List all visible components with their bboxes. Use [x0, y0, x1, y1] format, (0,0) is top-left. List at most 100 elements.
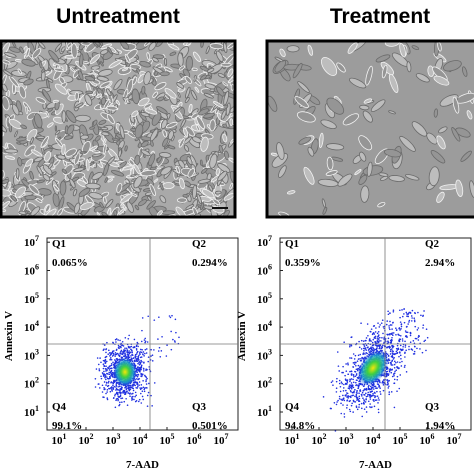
density-dot — [370, 350, 373, 353]
density-dot — [142, 351, 145, 353]
cell — [85, 90, 94, 95]
density-dot — [393, 353, 396, 355]
density-dot — [347, 373, 350, 376]
cell — [159, 71, 170, 77]
density-dot — [375, 348, 378, 351]
density-dot — [98, 369, 101, 372]
density-dot — [372, 386, 374, 389]
density-dot — [94, 377, 97, 380]
density-dot — [110, 381, 112, 384]
density-dot — [140, 367, 142, 370]
cell — [2, 179, 10, 185]
density-dot — [341, 382, 343, 385]
cell — [14, 130, 19, 138]
cell — [220, 109, 227, 120]
density-dot — [359, 390, 362, 392]
density-dot — [115, 389, 117, 391]
cell — [347, 42, 358, 54]
density-dot — [401, 338, 404, 340]
density-dot — [393, 360, 396, 363]
density-dot — [110, 362, 113, 365]
cell — [121, 67, 128, 72]
cell — [354, 169, 362, 176]
density-dot — [354, 395, 356, 398]
density-dot — [135, 378, 138, 380]
x-tick-label-exp: 6 — [198, 432, 202, 441]
density-dot — [363, 349, 365, 352]
cell — [188, 103, 193, 114]
density-dot — [115, 399, 117, 402]
density-dot — [161, 335, 163, 338]
cell — [2, 83, 8, 93]
cell — [106, 88, 112, 97]
density-dot — [355, 393, 358, 396]
density-dot — [115, 386, 117, 388]
density-dot — [141, 390, 144, 393]
density-dot — [345, 394, 348, 396]
density-dot — [106, 376, 108, 378]
cell — [326, 143, 345, 151]
density-dot — [389, 368, 391, 370]
density-dot — [114, 394, 116, 397]
density-dot — [392, 352, 394, 355]
cell — [18, 85, 27, 99]
density-dot — [390, 340, 393, 343]
x-tick-label-base: 10 — [285, 435, 297, 447]
density-dot — [372, 392, 374, 395]
density-dot — [401, 360, 403, 363]
cell — [363, 98, 373, 104]
density-dot — [140, 340, 143, 343]
cell — [119, 125, 125, 139]
density-dot — [110, 367, 113, 370]
density-dot — [406, 335, 408, 338]
density-dot — [131, 350, 133, 352]
y-tick-label: 107 — [24, 234, 39, 249]
cell — [92, 119, 98, 126]
density-dot — [138, 366, 141, 369]
density-dot — [359, 359, 362, 362]
density-dot — [366, 395, 369, 397]
density-dot — [393, 378, 396, 381]
density-dot — [391, 359, 394, 362]
density-dot — [103, 364, 105, 367]
density-dot — [117, 393, 119, 396]
density-dot — [392, 322, 394, 324]
density-dot — [361, 356, 363, 359]
density-dot — [110, 386, 112, 389]
cell — [124, 145, 128, 152]
cell — [60, 46, 66, 53]
cell — [433, 75, 450, 86]
density-dot — [389, 324, 392, 326]
cell — [183, 127, 189, 138]
y-tick-label-base: 10 — [257, 407, 269, 419]
density-dot — [400, 323, 403, 326]
quadrant-percent: 0.065% — [52, 257, 88, 269]
density-dot — [399, 352, 401, 354]
cell — [365, 65, 373, 86]
density-dot — [396, 378, 399, 381]
density-dot — [131, 353, 133, 356]
density-dot — [389, 350, 392, 353]
cell — [388, 110, 396, 115]
density-dot — [387, 387, 390, 389]
density-dot — [355, 396, 358, 399]
y-tick-label-base: 10 — [257, 322, 269, 334]
density-dot — [403, 321, 406, 324]
density-dot — [363, 345, 366, 347]
cell — [54, 83, 68, 95]
density-dot — [109, 367, 112, 370]
density-dot — [369, 385, 372, 388]
density-dot — [391, 336, 393, 339]
cell — [78, 187, 91, 197]
cell — [438, 126, 448, 134]
density-dot — [408, 348, 410, 351]
density-dot — [101, 372, 104, 374]
density-dot — [140, 373, 143, 375]
cell — [296, 111, 316, 123]
density-dot — [109, 371, 112, 374]
density-dot — [105, 378, 107, 381]
x-tick-label-exp: 2 — [90, 432, 94, 441]
cell — [105, 198, 114, 209]
density-dot — [403, 308, 405, 310]
density-dot — [345, 389, 347, 392]
